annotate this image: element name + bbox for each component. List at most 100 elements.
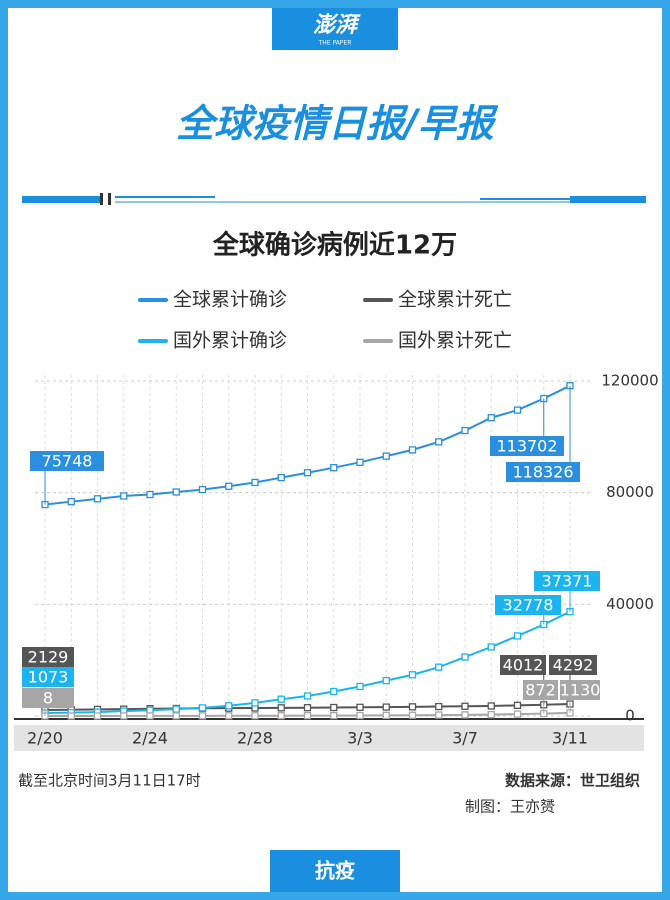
y-tick-label: 80000 <box>606 483 654 501</box>
point-marker <box>172 488 180 496</box>
point-marker <box>356 703 364 711</box>
point-marker <box>435 702 443 711</box>
value-label: 75748 <box>42 452 93 471</box>
y-tick-label: 40000 <box>606 595 654 613</box>
infographic: 澎湃 THE PAPER 全球疫情日报/早报 全球确诊病例近12万 截至北京时间… <box>14 8 659 892</box>
point-marker <box>330 703 338 712</box>
point-marker <box>382 676 390 685</box>
label-box <box>534 571 600 591</box>
point-marker <box>513 710 522 718</box>
point-marker <box>435 438 443 446</box>
point-marker <box>225 702 233 710</box>
point-marker <box>67 498 75 506</box>
credit: 制图：王亦赟 <box>465 798 555 816</box>
decor <box>100 193 103 205</box>
point-marker <box>303 469 312 477</box>
point-marker <box>408 671 417 679</box>
x-tick-label: 2/20 <box>27 729 63 748</box>
point-marker <box>330 711 338 720</box>
value-label: 113702 <box>496 437 557 456</box>
point-marker <box>172 712 180 720</box>
point-marker <box>251 712 259 720</box>
source: 数据来源：世卫组织 <box>505 772 640 790</box>
logo: 澎湃 <box>313 13 361 38</box>
point-marker <box>461 702 469 710</box>
logo-sub: THE PAPER <box>318 40 352 47</box>
label-box <box>523 680 558 700</box>
point-marker <box>435 663 443 671</box>
point-marker <box>277 473 285 482</box>
point-marker <box>146 490 154 499</box>
value-label: 872 <box>525 681 556 700</box>
point-marker <box>487 710 495 719</box>
x-tick-label: 3/7 <box>452 729 478 748</box>
point-marker <box>487 414 495 422</box>
point-marker <box>198 485 207 494</box>
point-marker <box>408 711 417 719</box>
point-marker <box>198 712 207 720</box>
point-marker <box>277 712 285 720</box>
label-box <box>30 451 104 471</box>
label-box <box>506 462 580 482</box>
value-label: 32778 <box>503 596 554 615</box>
value-label: 118326 <box>512 463 573 482</box>
point-marker <box>67 712 75 720</box>
note: 截至北京时间3月11日17时 <box>18 772 201 790</box>
chart-title: 全球确诊病例近12万 <box>212 230 457 261</box>
x-tick-label: 2/24 <box>132 729 168 748</box>
point-marker <box>146 712 154 720</box>
bottom-tab <box>270 850 400 892</box>
x-tick-label: 3/11 <box>552 729 588 748</box>
label-box <box>22 667 74 687</box>
label-box <box>22 647 74 667</box>
logo-tab <box>272 8 398 50</box>
point-marker <box>251 478 259 487</box>
legend-label: 国外累计确诊 <box>173 330 287 352</box>
point-marker <box>330 464 338 472</box>
label-box <box>22 688 74 708</box>
point-marker <box>487 643 495 651</box>
point-marker <box>408 446 417 454</box>
value-label: 2129 <box>28 648 69 667</box>
point-marker <box>513 632 522 640</box>
point-marker <box>303 711 312 720</box>
point-marker <box>120 492 128 500</box>
value-label: 37371 <box>542 572 593 591</box>
y-tick-label: 120000 <box>601 372 658 390</box>
value-label: 4012 <box>503 656 544 675</box>
legend-label: 国外累计死亡 <box>398 330 512 352</box>
point-marker <box>435 711 443 719</box>
decor <box>108 193 111 205</box>
bottom-tab-label: 抗疫 <box>315 859 355 883</box>
label-box <box>495 595 561 615</box>
point-marker <box>198 704 207 712</box>
point-marker <box>408 703 417 711</box>
point-marker <box>513 701 522 710</box>
legend-label: 全球累计死亡 <box>398 289 512 311</box>
value-label: 8 <box>43 689 53 708</box>
point-marker <box>382 711 390 720</box>
point-marker <box>382 703 390 711</box>
point-marker <box>487 702 495 710</box>
value-label: 1073 <box>28 668 69 687</box>
point-marker <box>93 712 102 720</box>
point-marker <box>120 712 128 720</box>
point-marker <box>303 704 312 712</box>
x-axis-band <box>14 725 644 751</box>
point-marker <box>513 406 522 414</box>
point-marker <box>330 687 338 696</box>
point-marker <box>356 458 364 466</box>
point-marker <box>172 705 180 713</box>
point-marker <box>356 682 364 691</box>
point-marker <box>461 426 469 435</box>
point-marker <box>461 711 469 719</box>
label-box <box>549 655 597 675</box>
point-marker <box>356 711 364 720</box>
point-marker <box>461 653 469 661</box>
label-box <box>560 680 600 700</box>
point-marker <box>303 692 312 700</box>
point-marker <box>277 704 285 712</box>
point-marker <box>93 495 102 503</box>
point-marker <box>225 482 233 490</box>
